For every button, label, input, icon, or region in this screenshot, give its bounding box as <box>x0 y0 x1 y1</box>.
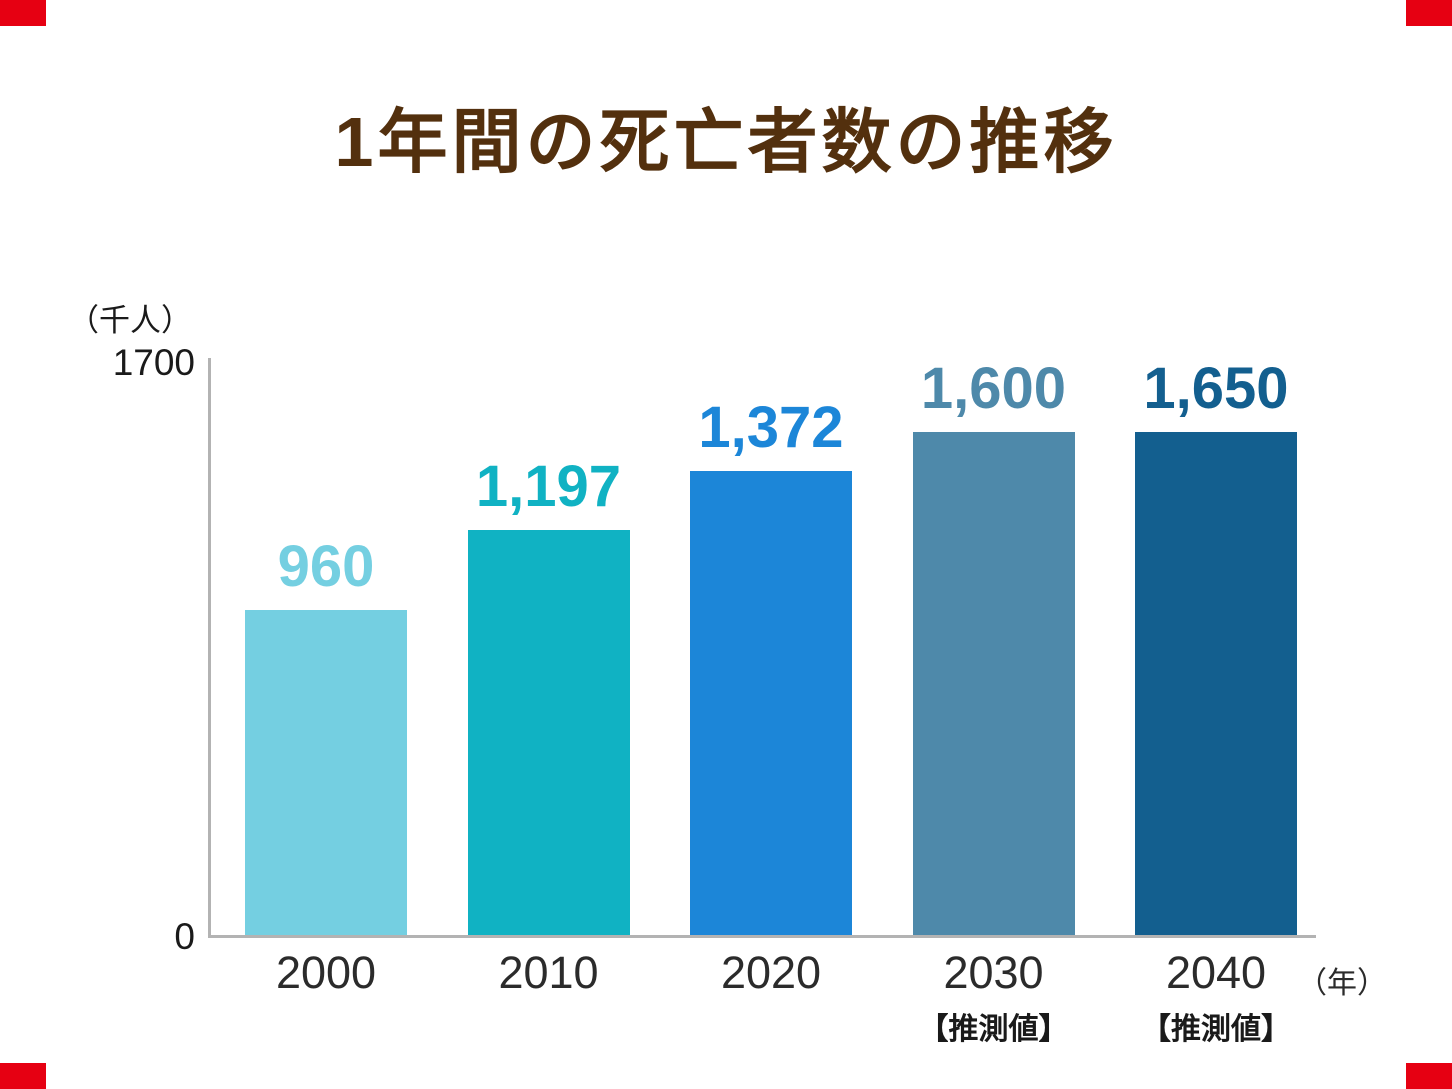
x-tick-label-2030: 2030 【推測値】 <box>913 948 1075 1048</box>
y-axis-unit-label: （千人） <box>68 303 192 338</box>
bar-value-label: 1,197 <box>475 454 622 519</box>
bar-value-label: 1,650 <box>1143 356 1289 421</box>
y-axis-line <box>208 358 211 938</box>
bar-value-label: 960 <box>277 534 375 599</box>
bar-group-2020: 1,372 <box>690 360 852 935</box>
x-tick-year: 2010 <box>498 947 599 998</box>
x-tick-label-2040: 2040 【推測値】 <box>1135 948 1297 1048</box>
chart-title: 1年間の死亡者数の推移 <box>334 103 1118 181</box>
bar <box>912 432 1075 935</box>
estimate-note: 【推測値】 <box>1141 1012 1291 1046</box>
bar-value-label: 1,372 <box>698 395 844 460</box>
x-tick-year: 2000 <box>275 947 377 998</box>
estimate-note: 【推測値】 <box>918 1012 1069 1046</box>
bar-group-2030: 1,600 <box>912 356 1075 935</box>
corner-mark-bottom-left <box>0 1063 46 1089</box>
bar <box>467 530 630 935</box>
x-axis-labels: 2000 2010 2020 2030 【推測値】 2040 【推測値】 <box>210 948 1315 1068</box>
corner-mark-top-right <box>1406 0 1452 26</box>
y-tick-0: 0 <box>174 916 195 957</box>
y-tick-1700: 1700 <box>112 342 195 383</box>
x-tick-label-2000: 2000 <box>245 948 407 998</box>
x-axis-unit-label: （年） <box>1297 967 1387 1000</box>
x-tick-label-2010: 2010 <box>468 948 630 998</box>
bar-value-label: 1,600 <box>920 356 1067 421</box>
bar <box>1135 432 1297 935</box>
corner-mark-top-left <box>0 0 46 26</box>
x-axis-line <box>208 935 1316 938</box>
bar-group-2040: 1,650 <box>1135 360 1297 935</box>
x-tick-year: 2030 <box>943 947 1044 998</box>
bar <box>690 471 852 935</box>
x-tick-label-2020: 2020 <box>690 948 852 998</box>
x-tick-year: 2020 <box>720 947 822 998</box>
bar <box>245 610 407 935</box>
corner-mark-bottom-right <box>1406 1063 1452 1089</box>
x-tick-year: 2040 <box>1165 947 1267 998</box>
bar-group-2010: 1,197 <box>467 360 630 935</box>
bar-group-2000: 960 <box>245 360 407 935</box>
plot-area: 960 1,197 1,372 1,600 1,650 <box>210 360 1315 935</box>
